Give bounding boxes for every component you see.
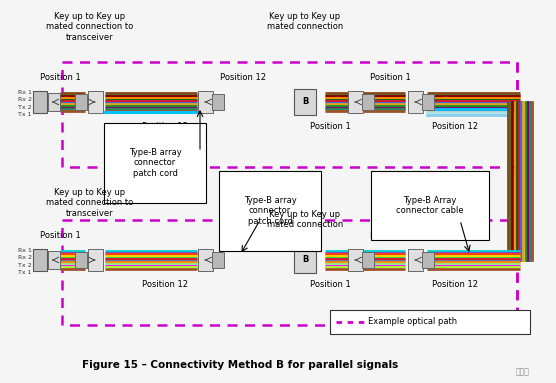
Text: Tx 2
Tx 1: Tx 2 Tx 1: [18, 105, 32, 116]
Bar: [212, 252, 224, 268]
Text: Figure 15 – Connectivity Method B for parallel signals: Figure 15 – Connectivity Method B for pa…: [82, 360, 398, 370]
Bar: [75, 94, 87, 110]
Text: B: B: [302, 255, 308, 265]
Text: Position 12: Position 12: [220, 231, 266, 240]
Bar: [87, 91, 102, 113]
Bar: [212, 94, 224, 110]
Text: Tx 2
Tx 1: Tx 2 Tx 1: [18, 264, 32, 275]
Bar: [197, 91, 212, 113]
Text: Key up to Key up
mated connection to
transceiver: Key up to Key up mated connection to tra…: [46, 12, 133, 42]
Text: Type-B Array
connector cable: Type-B Array connector cable: [396, 196, 464, 215]
Bar: [294, 89, 316, 115]
Bar: [348, 91, 363, 113]
Text: Position 1: Position 1: [310, 280, 350, 289]
Bar: [48, 251, 60, 269]
Text: Position 1: Position 1: [370, 231, 410, 240]
Bar: [362, 94, 374, 110]
Text: B: B: [302, 98, 308, 106]
Bar: [408, 249, 423, 271]
Text: Key up to Key up
mated connection to
transceiver: Key up to Key up mated connection to tra…: [46, 188, 133, 218]
Text: Type-B array
connector
patch cord: Type-B array connector patch cord: [244, 196, 296, 226]
Bar: [294, 247, 316, 273]
Bar: [87, 249, 102, 271]
Bar: [408, 91, 423, 113]
Text: Key up to Key up
mated connection: Key up to Key up mated connection: [267, 12, 343, 31]
Text: Position 12: Position 12: [142, 122, 188, 131]
Bar: [48, 93, 60, 111]
Text: Rx 1
Rx 2: Rx 1 Rx 2: [18, 249, 32, 260]
Bar: [33, 249, 47, 271]
Text: Example optical path: Example optical path: [368, 318, 457, 326]
Text: Position 12: Position 12: [220, 73, 266, 82]
Text: Rx 1
Rx 2: Rx 1 Rx 2: [18, 90, 32, 101]
Bar: [33, 91, 47, 113]
Text: Position 12: Position 12: [432, 122, 478, 131]
Bar: [75, 252, 87, 268]
Bar: [330, 310, 530, 334]
Text: Position 12: Position 12: [142, 280, 188, 289]
Bar: [197, 249, 212, 271]
Text: Position 1: Position 1: [39, 73, 81, 82]
Bar: [62, 62, 517, 167]
Text: Position 1: Position 1: [370, 73, 410, 82]
Text: Type-B array
connector
patch cord: Type-B array connector patch cord: [128, 148, 181, 178]
Text: Position 1: Position 1: [310, 122, 350, 131]
Text: Position 1: Position 1: [39, 231, 81, 240]
Text: 亿速云: 亿速云: [516, 368, 530, 376]
Bar: [422, 252, 434, 268]
Bar: [422, 94, 434, 110]
Text: Position 12: Position 12: [432, 280, 478, 289]
Text: Key up to Key up
mated connection: Key up to Key up mated connection: [267, 210, 343, 229]
Bar: [62, 220, 517, 325]
Bar: [362, 252, 374, 268]
Bar: [348, 249, 363, 271]
